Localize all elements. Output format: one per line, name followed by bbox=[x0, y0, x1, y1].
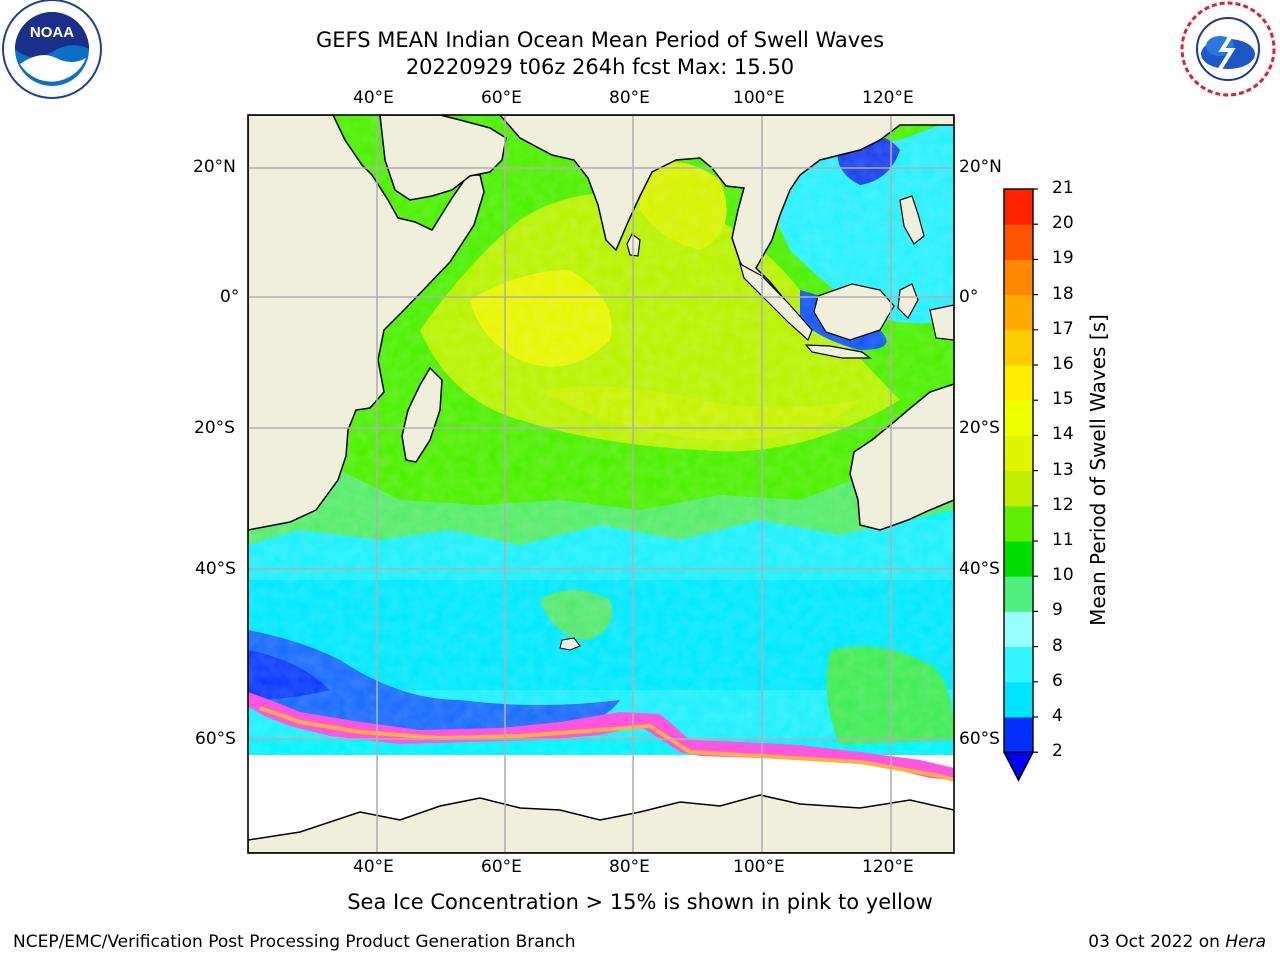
colorbar-tick-label: 20 bbox=[1052, 213, 1074, 234]
colorbar-tick-label: 6 bbox=[1052, 670, 1063, 691]
colorbar-swatch bbox=[1004, 541, 1033, 577]
lat-tick-left: 60°S bbox=[195, 729, 236, 749]
nws-logo-icon bbox=[1180, 1, 1276, 97]
lon-tick-bottom: 80°E bbox=[609, 857, 650, 877]
colorbar-swatch bbox=[1004, 435, 1033, 472]
colorbar-swatch bbox=[1004, 400, 1033, 436]
colorbar bbox=[1002, 188, 1038, 782]
lat-tick-right: 0° bbox=[959, 287, 979, 307]
lon-tick-bottom: 60°E bbox=[481, 857, 522, 877]
lon-tick-top: 80°E bbox=[609, 88, 650, 108]
lon-tick-bottom: 40°E bbox=[353, 857, 394, 877]
lat-tick-left: 20°S bbox=[194, 418, 235, 438]
colorbar-tick-label: 15 bbox=[1052, 389, 1074, 410]
colorbar-extend-triangle bbox=[1002, 751, 1035, 782]
lat-tick-right: 20°S bbox=[959, 418, 1000, 438]
map-subtitle: 20220929 t06z 264h fcst Max: 15.50 bbox=[405, 55, 795, 79]
map-frame bbox=[247, 114, 955, 854]
colorbar-swatch bbox=[1004, 646, 1033, 683]
colorbar-swatch bbox=[1004, 717, 1033, 753]
colorbar-swatch bbox=[1004, 576, 1033, 612]
colorbar-tick-label: 16 bbox=[1052, 354, 1074, 374]
colorbar-tick-label: 8 bbox=[1052, 635, 1063, 656]
colorbar-swatch bbox=[1004, 294, 1033, 331]
map-title: GEFS MEAN Indian Ocean Mean Period of Sw… bbox=[315, 28, 885, 52]
lon-tick-bottom: 120°E bbox=[862, 857, 914, 877]
colorbar-swatch bbox=[1004, 365, 1033, 401]
footer-host: Hera bbox=[1225, 932, 1266, 952]
lon-tick-top: 100°E bbox=[733, 88, 785, 108]
colorbar-tick-label: 17 bbox=[1052, 318, 1074, 339]
colorbar-tick-label: 4 bbox=[1052, 706, 1063, 726]
colorbar-tick-label: 19 bbox=[1052, 248, 1074, 269]
colorbar-swatch bbox=[1004, 611, 1033, 648]
colorbar-tick-label: 14 bbox=[1052, 424, 1074, 445]
colorbar-swatch bbox=[1004, 189, 1033, 225]
colorbar-swatch bbox=[1004, 505, 1033, 542]
lat-tick-left: 20°N bbox=[193, 157, 236, 177]
lon-tick-bottom: 100°E bbox=[733, 857, 785, 877]
colorbar-tick-label: 11 bbox=[1052, 530, 1074, 550]
noaa-logo-icon: NOAA bbox=[2, 0, 102, 99]
colorbar-tick-label: 10 bbox=[1052, 565, 1074, 586]
swell-period-field bbox=[248, 115, 954, 853]
colorbar-tick-label: 21 bbox=[1052, 178, 1074, 198]
sea-ice-note: Sea Ice Concentration > 15% is shown in … bbox=[347, 890, 933, 914]
colorbar-swatch bbox=[1004, 470, 1033, 507]
colorbar-tick-label: 2 bbox=[1052, 741, 1063, 762]
lat-tick-right: 60°S bbox=[959, 729, 1000, 749]
footer-branch: NCEP/EMC/Verification Post Processing Pr… bbox=[13, 932, 576, 952]
lon-tick-top: 120°E bbox=[862, 88, 914, 108]
colorbar-tick-label: 12 bbox=[1052, 494, 1074, 515]
colorbar-tick-label: 13 bbox=[1052, 459, 1074, 480]
colorbar-swatch bbox=[1004, 224, 1033, 260]
colorbar-swatch bbox=[1004, 259, 1033, 296]
lat-tick-right: 40°S bbox=[959, 559, 1000, 579]
lon-tick-top: 40°E bbox=[353, 88, 394, 108]
footer-date-text: 03 Oct 2022 on bbox=[1088, 932, 1226, 952]
noaa-logo-text: NOAA bbox=[30, 24, 74, 41]
lat-tick-left: 40°S bbox=[195, 559, 236, 579]
colorbar-swatch bbox=[1004, 329, 1033, 366]
lat-tick-left: 0° bbox=[220, 287, 240, 307]
colorbar-swatch bbox=[1004, 681, 1033, 718]
colorbar-tick-label: 9 bbox=[1052, 600, 1063, 621]
lon-tick-top: 60°E bbox=[481, 88, 522, 108]
lat-tick-right: 20°N bbox=[959, 157, 1002, 177]
colorbar-tick-label: 18 bbox=[1052, 283, 1074, 304]
colorbar-title: Mean Period of Swell Waves [s] bbox=[1086, 314, 1110, 626]
footer-date: 03 Oct 2022 on Hera bbox=[1088, 932, 1266, 952]
